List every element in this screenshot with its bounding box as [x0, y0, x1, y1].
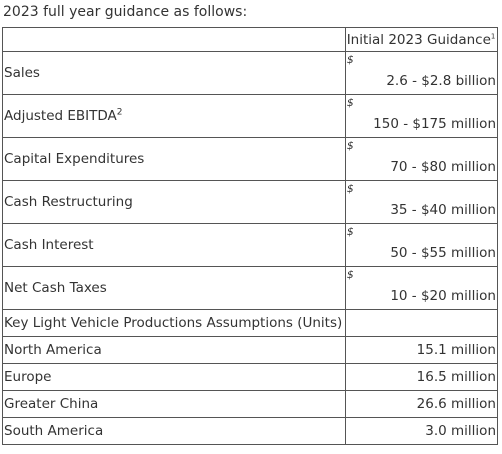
footnote-marker: 1: [490, 32, 496, 40]
table-row-south-america: South America 3.0 million: [2, 417, 499, 445]
table-row-cash-restructuring: Cash Restructuring $35 - $40 million: [2, 180, 499, 224]
row-amount: 26.6 million: [416, 396, 496, 412]
row-label: Adjusted EBITDA2: [4, 107, 123, 124]
table-row-assumptions-header: Key Light Vehicle Productions Assumption…: [2, 309, 499, 337]
header-value-cell: Initial 2023 Guidance1: [344, 27, 499, 52]
guidance-table: Initial 2023 Guidance1 Sales $2.6 - $2.8…: [2, 27, 499, 445]
table-header-row: Initial 2023 Guidance1: [2, 27, 499, 52]
row-label: South America: [4, 423, 104, 439]
table-row-net-cash-taxes: Net Cash Taxes $10 - $20 million: [2, 266, 499, 310]
row-amount: 10 - $20 million: [390, 288, 496, 304]
table-row-europe: Europe 16.5 million: [2, 363, 499, 391]
row-label: Greater China: [4, 396, 99, 412]
header-label-cell: [2, 27, 346, 52]
table-row-north-america: North America 15.1 million: [2, 336, 499, 364]
row-label: North America: [4, 342, 102, 358]
row-amount: 2.6 - $2.8 billion: [386, 73, 496, 89]
currency-symbol: $: [346, 268, 354, 281]
row-amount: 50 - $55 million: [390, 245, 496, 261]
row-amount: 15.1 million: [416, 342, 496, 358]
footnote-marker: 2: [116, 107, 123, 118]
table-row-greater-china: Greater China 26.6 million: [2, 390, 499, 418]
table-row-sales: Sales $2.6 - $2.8 billion: [2, 51, 499, 95]
currency-symbol: $: [346, 139, 354, 152]
row-label: Cash Restructuring: [4, 194, 133, 210]
row-label: Capital Expenditures: [4, 151, 145, 167]
row-label: Cash Interest: [4, 237, 94, 253]
row-label: Net Cash Taxes: [4, 280, 107, 296]
row-amount: 150 - $175 million: [373, 116, 496, 132]
currency-symbol: $: [346, 225, 354, 238]
table-row-cash-interest: Cash Interest $50 - $55 million: [2, 223, 499, 267]
guidance-intro-text: 2023 full year guidance as follows:: [3, 4, 248, 20]
row-amount: 35 - $40 million: [390, 202, 496, 218]
currency-symbol: $: [346, 182, 354, 195]
row-label: Sales: [4, 65, 40, 81]
currency-symbol: $: [346, 96, 354, 109]
table-row-capital-expenditures: Capital Expenditures $70 - $80 million: [2, 137, 499, 181]
column-header-initial-guidance: Initial 2023 Guidance1: [346, 31, 496, 48]
currency-symbol: $: [346, 53, 354, 66]
row-amount: 3.0 million: [425, 423, 496, 439]
row-amount: 16.5 million: [416, 369, 496, 385]
row-amount: 70 - $80 million: [390, 159, 496, 175]
row-label: Europe: [4, 369, 52, 385]
assumptions-section-header: Key Light Vehicle Productions Assumption…: [4, 315, 343, 331]
table-row-adjusted-ebitda: Adjusted EBITDA2 $150 - $175 million: [2, 94, 499, 138]
